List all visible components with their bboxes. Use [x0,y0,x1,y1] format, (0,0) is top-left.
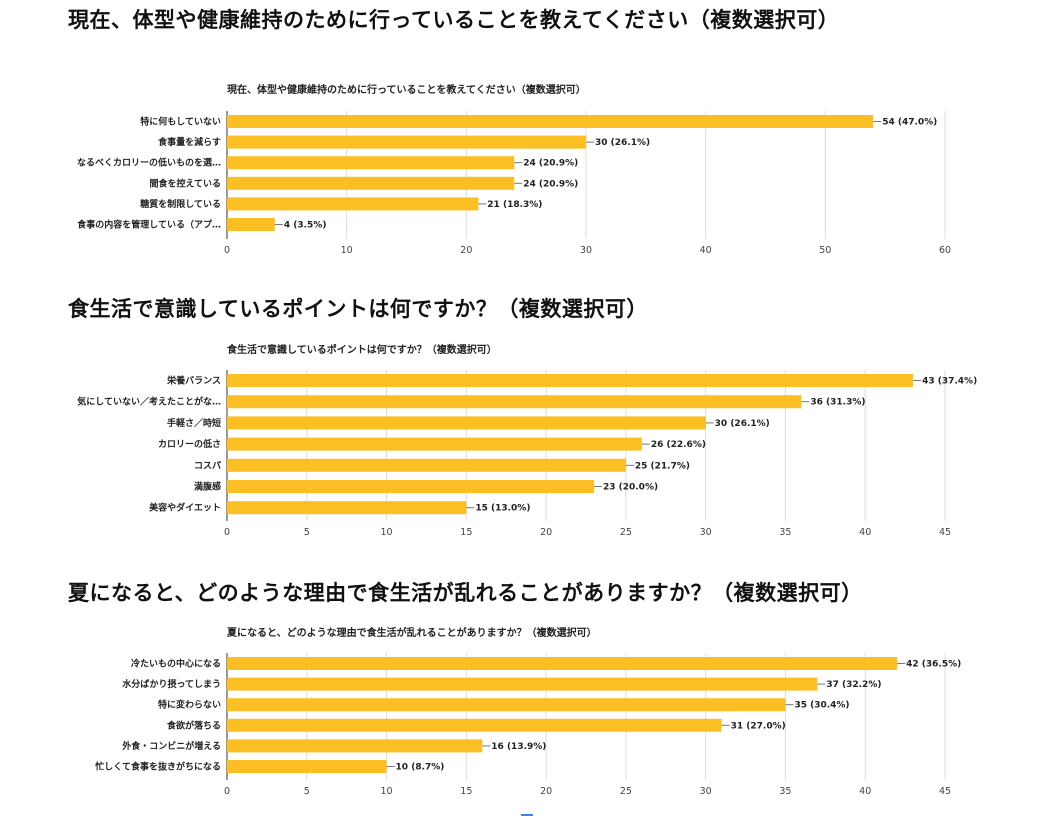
data-label: 35 (30.4%) [794,701,849,711]
section-heading: 食生活で意識しているポイントは何ですか？（複数選択可） [68,297,648,321]
data-label: 25 (21.7%) [635,461,690,471]
x-tick-label: 30 [580,245,592,256]
scroll-indicator [521,814,533,816]
chart-title: 食生活で意識しているポイントは何ですか？（複数選択可） [226,343,497,356]
bar [227,739,483,753]
bar [227,760,387,773]
bar [227,416,706,430]
category-label: 特に変わらない [158,699,221,711]
category-label: 忙しくて食事を抜きがちになる [95,761,221,773]
bar [227,374,914,387]
data-label: 26 (22.6%) [651,440,706,450]
data-label: 21 (18.3%) [487,200,542,210]
category-label: 冷たいもの中心になる [131,658,221,670]
category-label: 外食・コンビニが増える [121,740,221,752]
section-heading: 現在、体型や健康維持のために行っていることを教えてください（複数選択可） [68,8,840,32]
data-label: 24 (20.9%) [523,159,578,169]
x-tick-label: 25 [620,786,632,797]
x-tick-label: 0 [224,786,230,797]
data-label: 30 (26.1%) [715,419,770,429]
x-tick-label: 0 [224,527,230,538]
x-tick-label: 35 [779,786,791,797]
category-label: 満腹感 [194,481,221,493]
data-label: 16 (13.9%) [491,742,546,752]
bar [227,698,786,712]
x-tick-label: 20 [460,245,472,256]
bar-chart-3: 夏になると、どのような理由で食生活が乱れることがありますか？（複数選択可） 0 5 1… [95,626,961,797]
bar [227,458,626,472]
data-label: 30 (26.1%) [595,138,650,148]
bar [227,176,515,190]
bar [227,501,467,515]
x-tick-label: 35 [779,527,791,538]
x-tick-label: 45 [939,527,951,538]
category-label: 手軽さ／時短 [167,417,221,429]
x-tick-label: 40 [859,527,871,538]
category-label: 食事の内容を管理している（アプ… [76,219,221,231]
category-label: 気にしていない／考えたことがな… [77,396,221,408]
bar [227,156,515,170]
x-tick-label: 0 [224,245,230,256]
x-tick-label: 50 [819,245,831,256]
category-label: 美容やダイエット [149,502,221,514]
bar-chart-1: 現在、体型や健康維持のために行っていることを教えてください（複数選択可） 0 10 2… [76,83,951,256]
x-tick-label: 20 [540,786,552,797]
category-label: なるべくカロリーの低いものを選… [77,157,221,169]
bar [227,115,874,128]
x-tick-label: 5 [304,786,310,797]
category-label: 特に何もしていない [140,116,221,128]
x-tick-label: 10 [341,245,353,256]
bar [227,395,802,409]
data-label: 43 (37.4%) [922,377,977,387]
x-tick-label: 10 [381,527,393,538]
x-tick-label: 45 [939,786,951,797]
x-tick-label: 15 [460,786,472,797]
bar [227,218,275,231]
category-label: 食事量を減らす [157,136,221,148]
x-tick-label: 15 [460,527,472,538]
data-label: 15 (13.0%) [475,504,530,514]
chart-title: 現在、体型や健康維持のために行っていることを教えてください（複数選択可） [227,83,586,96]
x-tick-label: 5 [304,527,310,538]
category-label: 水分ばかり摂ってしまう [122,678,221,690]
category-label: 栄養バランス [166,375,221,387]
section-heading: 夏になると、どのような理由で食生活が乱れることがありますか？（複数選択可） [68,581,863,605]
category-label: コスパ [194,459,221,471]
category-label: 間食を控えている [149,177,221,189]
bar [227,437,642,451]
x-tick-label: 30 [700,527,712,538]
data-label: 36 (31.3%) [810,398,865,408]
bar [227,480,594,493]
data-label: 54 (47.0%) [882,118,937,128]
bar [227,657,898,670]
data-label: 24 (20.9%) [523,179,578,189]
bar-chart-2: 食生活で意識しているポイントは何ですか？（複数選択可） 0 5 10 15 20 25 30 3… [77,343,977,538]
x-tick-label: 10 [381,786,393,797]
bar [227,197,479,211]
bar [227,718,722,732]
data-label: 4 (3.5%) [284,221,327,231]
bar [227,677,818,691]
x-tick-label: 40 [859,786,871,797]
data-label: 31 (27.0%) [731,721,786,731]
bar [227,135,586,149]
x-tick-label: 60 [939,245,951,256]
category-label: 糖質を制限している [140,198,221,210]
x-tick-label: 20 [540,527,552,538]
x-tick-label: 25 [620,527,632,538]
x-tick-label: 40 [700,245,712,256]
data-label: 10 (8.7%) [396,763,445,773]
data-label: 37 (32.2%) [826,680,881,690]
category-label: カロリーの低さ [158,438,221,450]
x-tick-label: 30 [700,786,712,797]
data-label: 42 (36.5%) [906,660,961,670]
category-label: 食欲が落ちる [166,719,221,731]
chart-title: 夏になると、どのような理由で食生活が乱れることがありますか？（複数選択可） [226,626,597,639]
data-label: 23 (20.0%) [603,483,658,493]
